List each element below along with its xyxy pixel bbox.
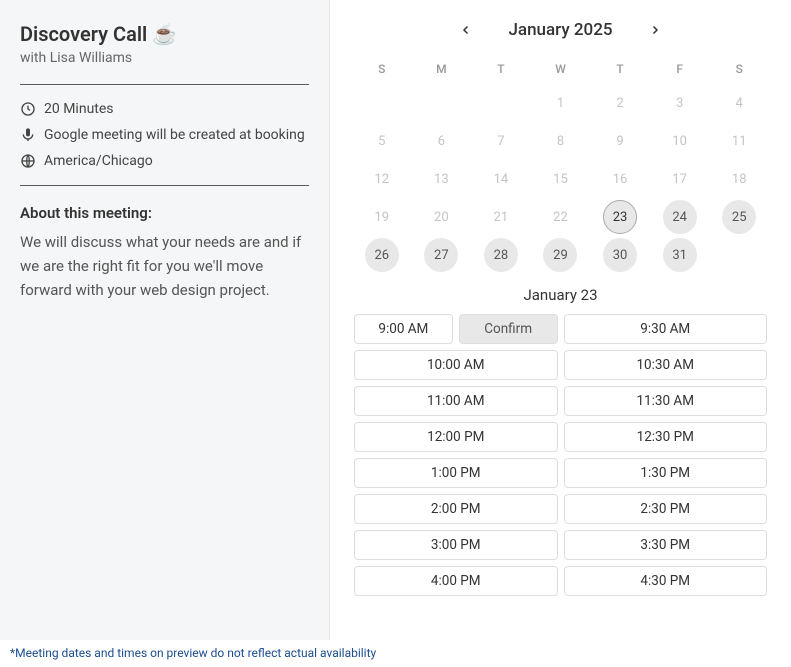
selected-date-label: January 23 bbox=[354, 286, 767, 304]
calendar-day: 7 bbox=[484, 124, 518, 158]
calendar-main: January 2025 SMTWTFS12345678910111213141… bbox=[330, 0, 791, 640]
calendar-day: 3 bbox=[663, 86, 697, 120]
calendar-day: 10 bbox=[663, 124, 697, 158]
divider bbox=[20, 84, 309, 85]
day-of-week-header: M bbox=[414, 56, 470, 82]
prev-month-button[interactable] bbox=[454, 18, 478, 42]
timeslot[interactable]: 1:30 PM bbox=[564, 458, 768, 488]
calendar-day[interactable]: 31 bbox=[663, 238, 697, 272]
selected-timeslot[interactable]: 9:00 AM bbox=[354, 314, 453, 344]
calendar-day[interactable]: 28 bbox=[484, 238, 518, 272]
preview-footnote: *Meeting dates and times on preview do n… bbox=[0, 640, 791, 666]
chevron-left-icon bbox=[460, 24, 472, 36]
calendar-day: 15 bbox=[543, 162, 577, 196]
meeting-info-sidebar: Discovery Call ☕ with Lisa Williams 20 M… bbox=[0, 0, 330, 640]
calendar-day[interactable]: 26 bbox=[365, 238, 399, 272]
timeslot[interactable]: 12:30 PM bbox=[564, 422, 768, 452]
calendar-day: 21 bbox=[484, 200, 518, 234]
timeslot[interactable]: 12:00 PM bbox=[354, 422, 558, 452]
calendar-day: 11 bbox=[722, 124, 756, 158]
calendar-day: 12 bbox=[365, 162, 399, 196]
calendar-day: 8 bbox=[543, 124, 577, 158]
calendar-day: 16 bbox=[603, 162, 637, 196]
confirm-button[interactable]: Confirm bbox=[459, 314, 558, 344]
calendar-day[interactable]: 23 bbox=[603, 200, 637, 234]
timeslot[interactable]: 2:00 PM bbox=[354, 494, 558, 524]
timeslot[interactable]: 11:00 AM bbox=[354, 386, 558, 416]
day-of-week-header: T bbox=[473, 56, 529, 82]
calendar-header: January 2025 bbox=[354, 18, 767, 42]
calendar-day: 20 bbox=[424, 200, 458, 234]
calendar-day: 9 bbox=[603, 124, 637, 158]
calendar-day: 18 bbox=[722, 162, 756, 196]
booking-container: Discovery Call ☕ with Lisa Williams 20 M… bbox=[0, 0, 791, 640]
calendar-day[interactable]: 27 bbox=[424, 238, 458, 272]
about-text: We will discuss what your needs are and … bbox=[20, 230, 309, 302]
day-of-week-header: F bbox=[652, 56, 708, 82]
globe-icon bbox=[20, 153, 36, 169]
meeting-title: Discovery Call ☕ bbox=[20, 22, 309, 46]
timeslot[interactable]: 10:30 AM bbox=[564, 350, 768, 380]
duration-row: 20 Minutes bbox=[20, 101, 309, 117]
day-of-week-header: S bbox=[711, 56, 767, 82]
next-month-button[interactable] bbox=[643, 18, 667, 42]
calendar-day: 5 bbox=[365, 124, 399, 158]
timeslot-grid: 9:00 AMConfirm9:30 AM10:00 AM10:30 AM11:… bbox=[354, 314, 767, 596]
divider bbox=[20, 185, 309, 186]
calendar-day[interactable]: 25 bbox=[722, 200, 756, 234]
calendar-day: 14 bbox=[484, 162, 518, 196]
day-of-week-header: W bbox=[533, 56, 589, 82]
clock-icon bbox=[20, 101, 36, 117]
month-label: January 2025 bbox=[508, 20, 612, 40]
calendar-day: 13 bbox=[424, 162, 458, 196]
calendar-day: 4 bbox=[722, 86, 756, 120]
location-text: Google meeting will be created at bookin… bbox=[44, 127, 305, 143]
calendar-day: 2 bbox=[603, 86, 637, 120]
timeslot[interactable]: 3:00 PM bbox=[354, 530, 558, 560]
day-of-week-header: S bbox=[354, 56, 410, 82]
about-heading: About this meeting: bbox=[20, 204, 309, 222]
calendar-day: 1 bbox=[543, 86, 577, 120]
calendar-day: 17 bbox=[663, 162, 697, 196]
meeting-host: with Lisa Williams bbox=[20, 50, 309, 66]
chevron-right-icon bbox=[649, 24, 661, 36]
timeslot[interactable]: 2:30 PM bbox=[564, 494, 768, 524]
timeslot[interactable]: 10:00 AM bbox=[354, 350, 558, 380]
timeslot[interactable]: 11:30 AM bbox=[564, 386, 768, 416]
timezone-row[interactable]: America/Chicago bbox=[20, 153, 309, 169]
calendar-day: 22 bbox=[543, 200, 577, 234]
calendar-day[interactable]: 24 bbox=[663, 200, 697, 234]
timeslot[interactable]: 9:30 AM bbox=[564, 314, 768, 344]
calendar-day: 19 bbox=[365, 200, 399, 234]
timeslot[interactable]: 1:00 PM bbox=[354, 458, 558, 488]
selected-slot-row: 9:00 AMConfirm bbox=[354, 314, 558, 344]
calendar-grid: SMTWTFS123456789101112131415161718192021… bbox=[354, 56, 767, 272]
timeslot[interactable]: 4:00 PM bbox=[354, 566, 558, 596]
microphone-icon bbox=[20, 127, 36, 143]
location-row: Google meeting will be created at bookin… bbox=[20, 127, 309, 143]
calendar-day[interactable]: 30 bbox=[603, 238, 637, 272]
timezone-text: America/Chicago bbox=[44, 153, 153, 169]
duration-text: 20 Minutes bbox=[44, 101, 114, 117]
day-of-week-header: T bbox=[592, 56, 648, 82]
timeslot[interactable]: 4:30 PM bbox=[564, 566, 768, 596]
calendar-day: 6 bbox=[424, 124, 458, 158]
calendar-day[interactable]: 29 bbox=[543, 238, 577, 272]
timeslot[interactable]: 3:30 PM bbox=[564, 530, 768, 560]
